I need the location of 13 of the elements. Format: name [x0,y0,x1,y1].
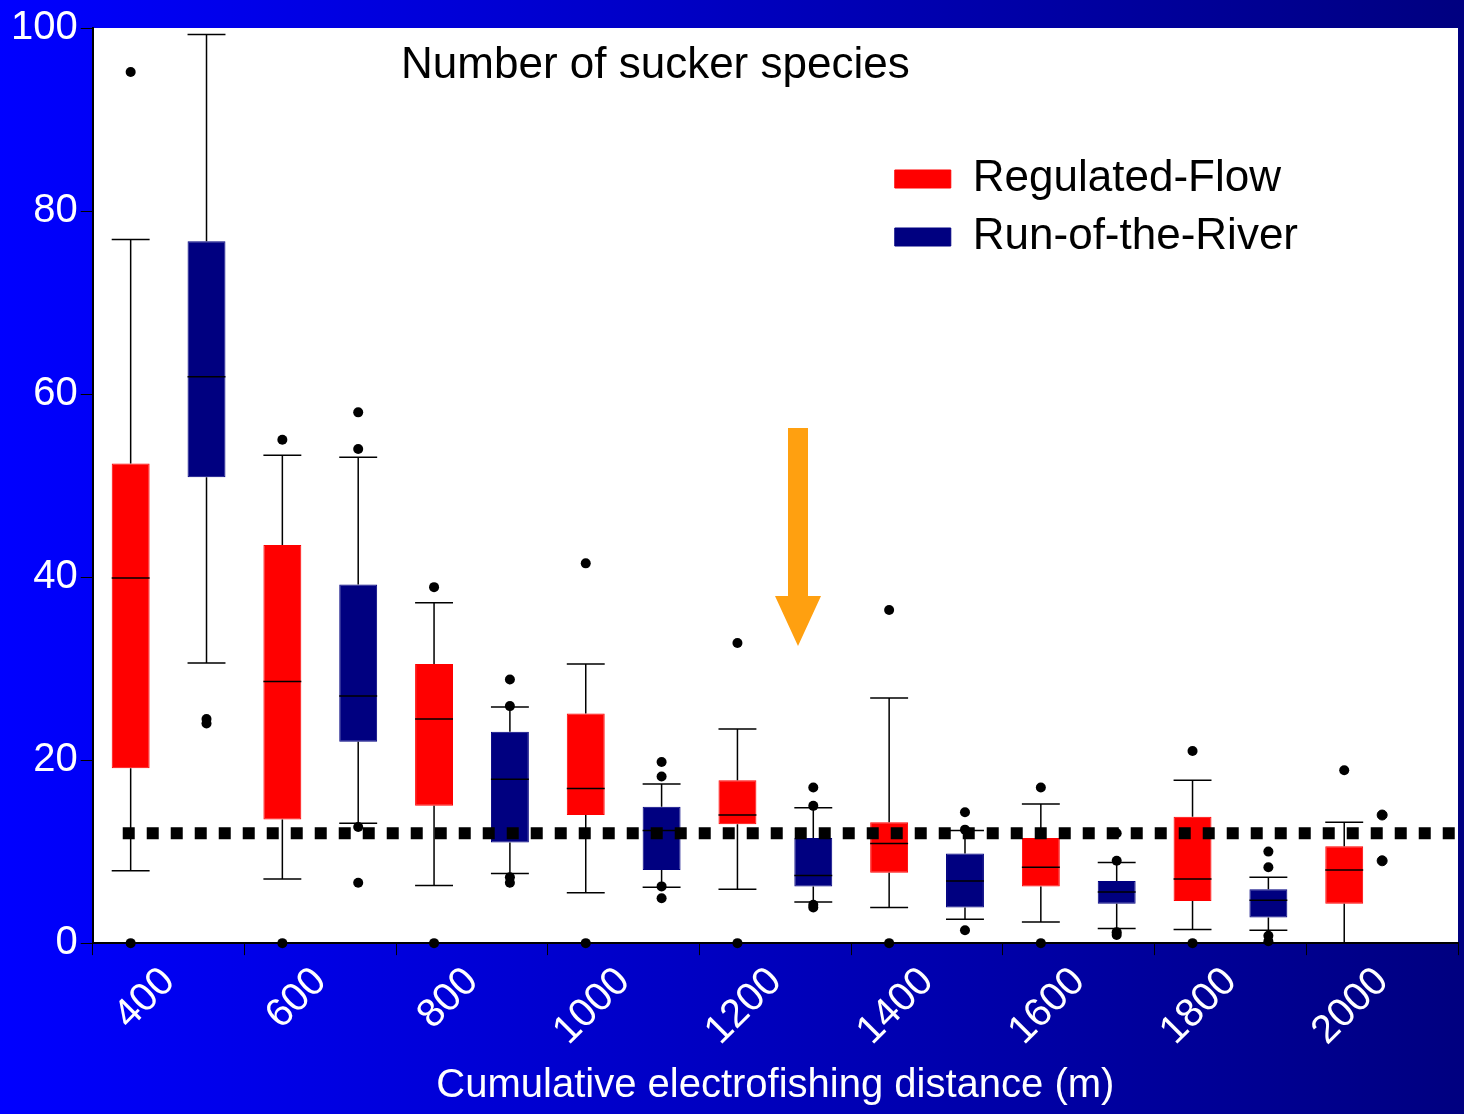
legend-label: Regulated-Flow [972,151,1282,201]
y-tick-label: 60 [33,369,78,414]
x-tick-label: 800 [407,957,486,1036]
y-tick-label: 40 [33,552,78,597]
x-tick-label: 400 [103,957,183,1036]
x-axis-title: Cumulative electrofishing distance (m) [436,1061,1115,1106]
y-tick-label: 80 [33,186,78,231]
y-tick-label: 100 [10,3,78,48]
legend-label: Run-of-the-River [972,209,1299,259]
chart-title: Number of sucker species [401,38,910,88]
y-tick-label: 20 [33,735,78,780]
y-tick-label: 0 [55,918,78,963]
x-tick-label: 600 [255,957,334,1036]
